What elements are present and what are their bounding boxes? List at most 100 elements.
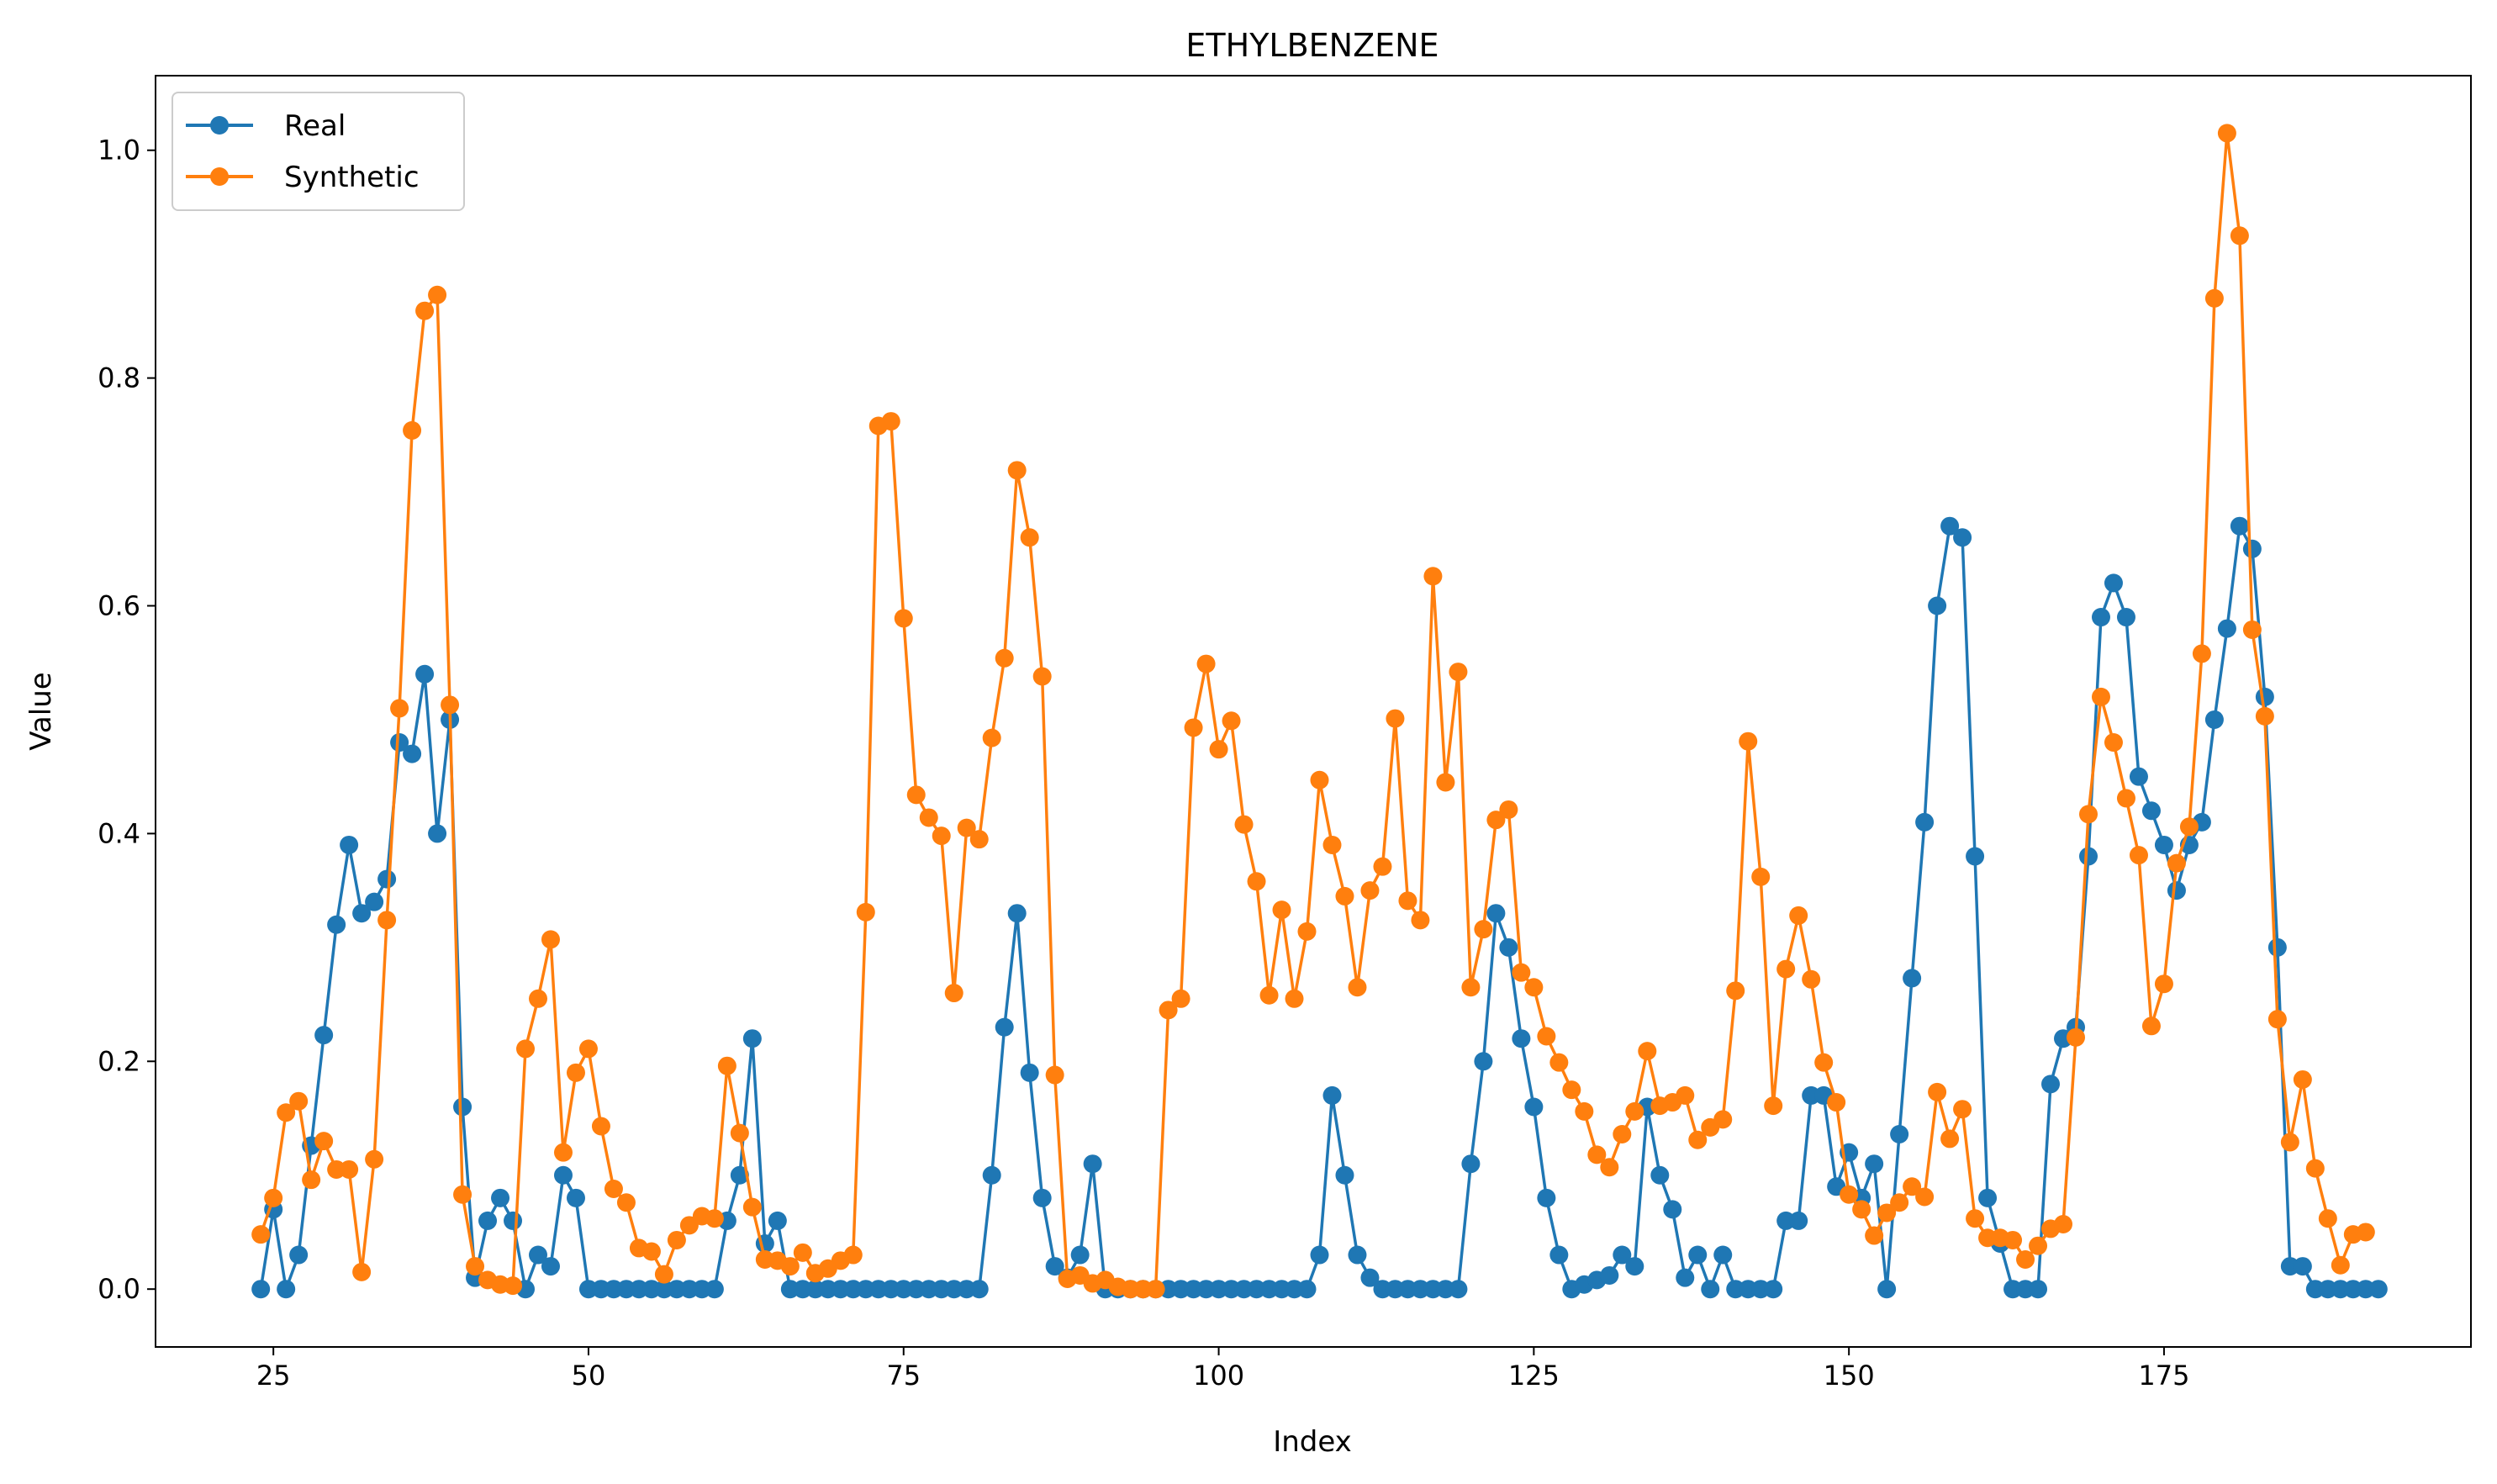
data-point-synthetic [616, 1193, 636, 1212]
data-point-synthetic [1159, 1001, 1178, 1020]
data-point-synthetic [1386, 709, 1405, 728]
data-point-real [2079, 847, 2098, 866]
data-point-real [1499, 937, 1518, 957]
data-point-synthetic [1272, 900, 1291, 920]
data-point-synthetic [1865, 1226, 1884, 1245]
data-point-synthetic [2267, 1010, 2287, 1029]
data-point-real [705, 1280, 724, 1299]
data-point-synthetic [1348, 978, 1367, 997]
data-point-synthetic [302, 1170, 321, 1190]
data-point-real [1537, 1188, 1556, 1207]
data-point-real [2041, 1075, 2061, 1094]
data-point-synthetic [2318, 1209, 2337, 1228]
data-point-real [768, 1211, 787, 1230]
data-point-real [2029, 1280, 2048, 1299]
legend-label-real: Real [284, 109, 346, 143]
data-point-synthetic [352, 1262, 372, 1281]
data-point-real [2230, 516, 2249, 536]
data-point-real [504, 1211, 523, 1230]
data-point-synthetic [504, 1276, 523, 1296]
data-point-real [403, 744, 422, 763]
y-tick-label: 0.0 [98, 1273, 140, 1305]
data-point-real [2267, 937, 2287, 957]
data-point-synthetic [2230, 226, 2249, 246]
data-point-real [1789, 1211, 1808, 1230]
data-point-synthetic [705, 1209, 724, 1228]
data-point-synthetic [1613, 1124, 1632, 1143]
data-point-real [1966, 847, 1985, 866]
data-point-real [2116, 608, 2135, 627]
data-point-synthetic [1486, 811, 1506, 830]
data-point-real [566, 1188, 585, 1207]
data-point-synthetic [2141, 1017, 2161, 1036]
data-point-synthetic [1814, 1053, 1834, 1072]
data-point-real [2293, 1257, 2312, 1276]
data-point-real [251, 1280, 271, 1299]
data-point-real [1486, 904, 1506, 923]
data-point-real [289, 1245, 309, 1265]
data-point-synthetic [2054, 1214, 2073, 1233]
data-point-real [730, 1165, 749, 1185]
data-point-real [1524, 1097, 1544, 1117]
data-point-synthetic [995, 648, 1014, 668]
data-point-real [742, 1029, 762, 1048]
x-axis: 25 50 75 100 125 150 175 [256, 1347, 2189, 1392]
data-point-real [969, 1280, 989, 1299]
data-point-synthetic [957, 818, 976, 837]
data-point-synthetic [1940, 1129, 1960, 1149]
data-point-synthetic [717, 1056, 736, 1075]
x-tick-label: 100 [1193, 1360, 1244, 1392]
y-tick-label: 0.8 [98, 362, 140, 394]
data-point-synthetic [1928, 1082, 1947, 1101]
data-point-real [1600, 1265, 1619, 1285]
data-point-real [1045, 1257, 1064, 1276]
data-point-synthetic [1587, 1145, 1607, 1164]
data-point-synthetic [1688, 1130, 1708, 1149]
data-point-real [1903, 969, 1922, 988]
data-point-synthetic [1676, 1085, 1695, 1105]
data-point-synthetic [591, 1117, 610, 1136]
data-point-synthetic [2280, 1133, 2299, 1152]
legend-marker-synthetic [210, 167, 229, 186]
data-point-synthetic [604, 1180, 623, 1198]
data-point-synthetic [793, 1243, 812, 1262]
data-point-synthetic [2356, 1223, 2375, 1242]
data-point-synthetic [2293, 1069, 2312, 1089]
data-point-real [1549, 1245, 1569, 1265]
data-point-synthetic [1524, 978, 1544, 997]
data-point-synthetic [1184, 718, 1203, 737]
data-point-synthetic [1625, 1101, 1644, 1121]
plot-frame [155, 75, 2472, 1348]
data-point-real [314, 1026, 334, 1045]
data-point-real [1978, 1188, 1998, 1207]
data-point-real [2217, 619, 2236, 638]
data-point-synthetic [516, 1039, 536, 1059]
data-point-synthetic [1259, 985, 1279, 1005]
data-point-synthetic [566, 1063, 585, 1082]
series-layer [251, 124, 2388, 1299]
data-point-real [995, 1017, 1014, 1037]
data-point-synthetic [390, 699, 409, 718]
data-point-synthetic [2003, 1230, 2023, 1249]
y-tick-label: 1.0 [98, 135, 140, 166]
data-point-synthetic [2204, 288, 2224, 308]
data-point-synthetic [340, 1159, 359, 1179]
data-point-synthetic [1953, 1100, 1972, 1119]
x-tick-label: 125 [1508, 1360, 1560, 1392]
data-point-synthetic [365, 1149, 384, 1169]
data-point-synthetic [1713, 1110, 1733, 1129]
y-axis: 0.0 0.2 0.4 0.6 0.8 1.0 [98, 135, 156, 1305]
data-point-real [541, 1257, 560, 1276]
data-point-synthetic [1789, 906, 1808, 925]
data-point-synthetic [843, 1245, 863, 1265]
data-point-real [1020, 1063, 1039, 1082]
data-point-synthetic [1285, 989, 1304, 1008]
data-point-synthetic [251, 1225, 271, 1244]
data-point-synthetic [1297, 922, 1317, 941]
data-point-synthetic [428, 285, 447, 304]
data-point-synthetic [2217, 124, 2236, 143]
data-point-real [415, 664, 435, 684]
data-point-real [491, 1188, 510, 1207]
